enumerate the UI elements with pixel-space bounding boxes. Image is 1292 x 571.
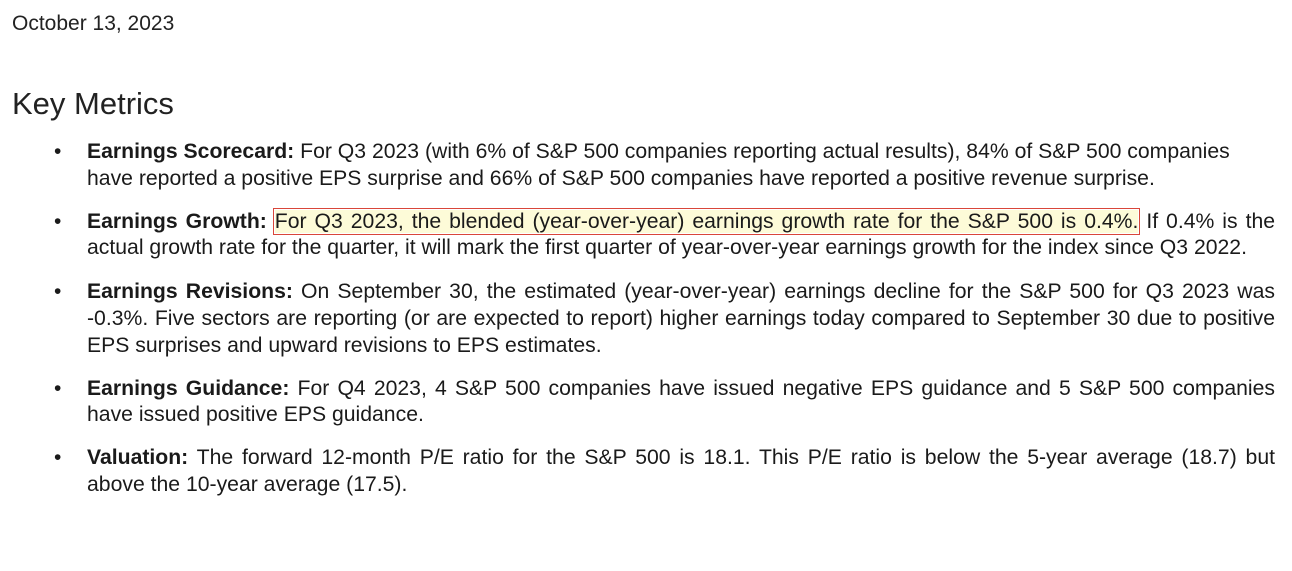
key-metrics-list: • Earnings Scorecard: For Q3 2023 (with 6…	[0, 139, 1292, 515]
metric-item-earnings-scorecard: • Earnings Scorecard: For Q3 2023 (with 6…	[54, 139, 1275, 193]
metric-label: Valuation:	[87, 446, 189, 470]
document-date: October 13, 2023	[12, 12, 175, 35]
metric-label: Earnings Guidance:	[87, 376, 290, 400]
highlighted-sentence: For Q3 2023, the blended (year-over-year…	[272, 207, 1141, 235]
metric-item-earnings-guidance: • Earnings Guidance: For Q4 2023, 4 S&P 5…	[54, 376, 1275, 430]
bullet-icon: •	[54, 140, 62, 163]
metric-text: The forward 12-month P/E ratio for the S…	[87, 446, 1275, 496]
metric-text: On September 30, the estimated (year-ove…	[87, 280, 1275, 357]
metric-text: If 0.4% is the actual growth rate for th…	[87, 209, 1276, 260]
metric-text: For Q3 2023 (with 6% of S&P 500 companie…	[87, 140, 1230, 190]
bullet-icon: •	[54, 446, 62, 470]
metric-item-valuation: • Valuation: The forward 12-month P/E rat…	[54, 445, 1275, 499]
bullet-icon: •	[54, 376, 62, 400]
section-heading: Key Metrics	[12, 86, 174, 121]
metric-label: Earnings Scorecard:	[87, 140, 295, 163]
bullet-icon: •	[54, 280, 62, 304]
bullet-icon: •	[54, 209, 62, 233]
metric-label: Earnings Revisions:	[87, 280, 293, 304]
metric-label: Earnings Growth:	[87, 209, 267, 233]
metric-item-earnings-growth: • Earnings Growth: For Q3 2023, the blend…	[54, 207, 1276, 263]
metric-text: For Q4 2023, 4 S&P 500 companies have is…	[87, 376, 1275, 427]
metric-item-earnings-revisions: • Earnings Revisions: On September 30, th…	[54, 279, 1275, 359]
